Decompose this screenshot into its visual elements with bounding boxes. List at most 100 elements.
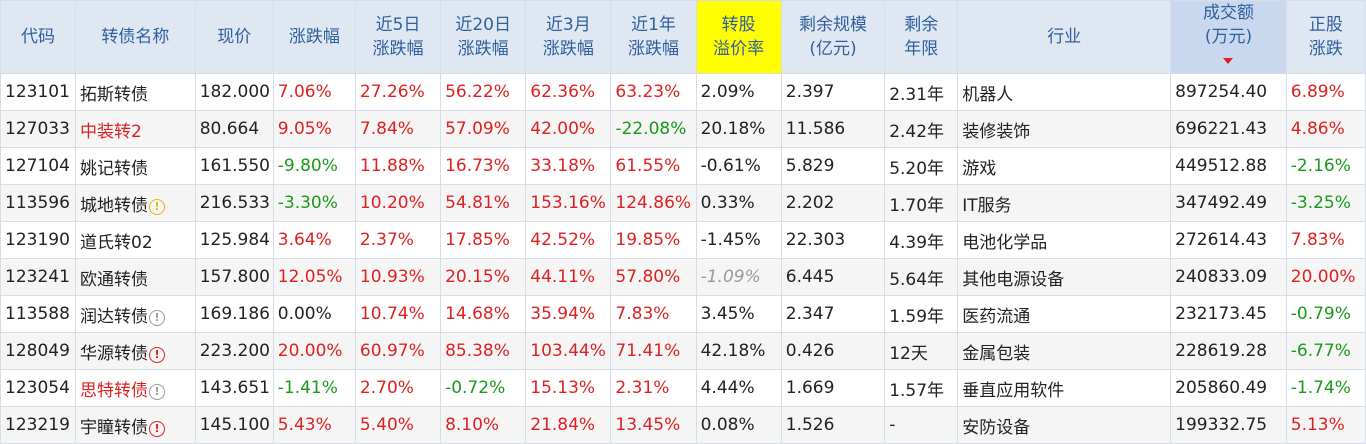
change-20d-text: 14.68% <box>445 304 510 324</box>
change-20d-cell: 17.85% <box>440 221 527 259</box>
industry-cell: IT服务 <box>957 184 1172 222</box>
change-text: 3.64% <box>277 230 332 250</box>
change-20d-text: 8.10% <box>445 415 500 435</box>
stock-change-text: 20.00% <box>1290 267 1356 287</box>
col-header-change-20d[interactable]: 近20日 涨跌幅 <box>440 0 527 74</box>
industry-text: 其他电源设备 <box>962 269 1065 290</box>
change-cell: 0.00% <box>272 295 356 333</box>
remaining-size-text: 0.426 <box>785 341 835 361</box>
bond-code-link[interactable]: 123190 <box>0 221 77 259</box>
remaining-years-cell: 4.39年 <box>884 221 959 259</box>
change-20d-text: 56.22% <box>445 82 510 102</box>
col-header-change-5d[interactable]: 近5日 涨跌幅 <box>354 0 442 74</box>
table-row[interactable]: 128049 华源转债! 223.200 20.00% 60.97% 85.38% 103.… <box>0 332 1366 370</box>
col-header-remaining-size[interactable]: 剩余规模 (亿元) <box>780 0 886 74</box>
price-cell: 216.533 <box>194 184 274 222</box>
col-header-stock-change[interactable]: 正股 涨跌 <box>1285 0 1366 74</box>
bond-code-link[interactable]: 127033 <box>0 110 77 148</box>
change-5d-text: 27.26% <box>359 82 425 102</box>
turnover-cell: 347492.49 <box>1170 184 1287 222</box>
bond-name-link[interactable]: 宇瞳转债! <box>75 406 196 444</box>
price-text: 157.800 <box>199 267 270 287</box>
price-cell: 145.100 <box>194 406 274 444</box>
stock-change-text: -6.77% <box>1290 341 1351 361</box>
bond-name-link[interactable]: 道氏转02 <box>75 221 196 259</box>
col-header-change-1y[interactable]: 近1年 涨跌幅 <box>610 0 697 74</box>
col-header-name[interactable]: 转债名称 <box>75 0 196 74</box>
bond-code-link[interactable]: 113596 <box>0 184 77 222</box>
change-20d-cell: 85.38% <box>440 332 527 370</box>
change-3m-text: 35.94% <box>530 304 596 324</box>
change-3m-cell: 44.11% <box>525 258 612 296</box>
turnover-cell: 272614.43 <box>1170 221 1287 259</box>
premium-text: 4.44% <box>700 378 755 398</box>
bond-name-link[interactable]: 欧通转债 <box>75 258 196 296</box>
bond-code-link[interactable]: 127104 <box>0 147 77 185</box>
remaining-size-cell: 5.829 <box>780 147 886 185</box>
turnover-text: 199332.75 <box>1175 415 1268 435</box>
table-row[interactable]: 123241 欧通转债 157.800 12.05% 10.93% 20.15% 44.11… <box>0 258 1366 296</box>
premium-cell: 0.33% <box>695 184 782 222</box>
industry-cell: 电池化学品 <box>957 221 1172 259</box>
table-row[interactable]: 113596 城地转债! 216.533 -3.30% 10.20% 54.81% 153.… <box>0 184 1366 222</box>
bond-name-link[interactable]: 拓斯转债 <box>75 73 196 111</box>
change-text: 9.05% <box>277 119 332 139</box>
warning-red-icon[interactable]: ! <box>149 346 166 363</box>
bond-name-link[interactable]: 城地转债! <box>75 184 196 222</box>
change-text: 20.00% <box>277 341 343 361</box>
table-row[interactable]: 123219 宇瞳转债! 145.100 5.43% 5.40% 8.10% 21.84% 1… <box>0 406 1366 444</box>
bond-code-link[interactable]: 123101 <box>0 73 77 111</box>
bond-name-link[interactable]: 润达转债! <box>75 295 196 333</box>
change-text: 5.43% <box>277 415 332 435</box>
sort-desc-icon <box>1223 58 1234 64</box>
change-5d-cell: 10.93% <box>354 258 442 296</box>
change-5d-text: 7.84% <box>359 119 414 139</box>
col-header-change[interactable]: 涨跌幅 <box>272 0 356 74</box>
change-20d-cell: 20.15% <box>440 258 527 296</box>
warning-yellow-icon[interactable]: ! <box>149 198 166 215</box>
bond-code-link[interactable]: 113588 <box>0 295 77 333</box>
remaining-years-text: 1.57年 <box>889 380 945 401</box>
change-5d-text: 10.20% <box>359 193 425 213</box>
table-row[interactable]: 123101 拓斯转债 182.000 7.06% 27.26% 56.22% 62.36%… <box>0 73 1366 111</box>
warning-red-icon[interactable]: ! <box>149 420 166 437</box>
col-header-change-3m[interactable]: 近3月 涨跌幅 <box>525 0 612 74</box>
table-row[interactable]: 127104 姚记转债 161.550 -9.80% 11.88% 16.73% 33.18… <box>0 147 1366 185</box>
table-row[interactable]: 123054 思特转债! 143.651 -1.41% 2.70% -0.72% 15.13… <box>0 369 1366 407</box>
col-header-code[interactable]: 代码 <box>0 0 77 74</box>
col-header-industry[interactable]: 行业 <box>957 0 1172 74</box>
remaining-size-text: 6.445 <box>785 267 835 287</box>
info-gray-icon[interactable]: ! <box>149 383 166 400</box>
col-header-turnover[interactable]: 成交额 (万元) <box>1170 0 1287 74</box>
change-1y-text: 13.45% <box>615 415 681 435</box>
info-gray-icon[interactable]: ! <box>149 309 166 326</box>
bond-name-link[interactable]: 中装转2 <box>75 110 196 148</box>
industry-text: 游戏 <box>962 158 997 179</box>
industry-text: 装修装饰 <box>962 121 1031 142</box>
table-row[interactable]: 113588 润达转债! 169.186 0.00% 10.74% 14.68% 35.94… <box>0 295 1366 333</box>
turnover-cell: 449512.88 <box>1170 147 1287 185</box>
table-row[interactable]: 123190 道氏转02 125.984 3.64% 2.37% 17.85% 42.52%… <box>0 221 1366 259</box>
change-text: 12.05% <box>277 267 343 287</box>
bond-code-link[interactable]: 123241 <box>0 258 77 296</box>
bond-name-link[interactable]: 思特转债! <box>75 369 196 407</box>
table-row[interactable]: 127033 中装转2 80.664 9.05% 7.84% 57.09% 42.00% -2… <box>0 110 1366 148</box>
bond-code-link[interactable]: 123219 <box>0 406 77 444</box>
turnover-cell: 696221.43 <box>1170 110 1287 148</box>
turnover-cell: 199332.75 <box>1170 406 1287 444</box>
stock-change-text: 6.89% <box>1290 82 1345 102</box>
industry-text: IT服务 <box>962 195 1012 216</box>
col-header-remaining-years[interactable]: 剩余 年限 <box>884 0 959 74</box>
premium-cell: 3.45% <box>695 295 782 333</box>
col-header-premium[interactable]: 转股 溢价率 <box>695 0 782 74</box>
premium-cell: 20.18% <box>695 110 782 148</box>
col-header-price[interactable]: 现价 <box>194 0 274 74</box>
remaining-years-cell: - <box>884 406 959 444</box>
bond-code-link[interactable]: 123054 <box>0 369 77 407</box>
bond-name-link[interactable]: 姚记转债 <box>75 147 196 185</box>
turnover-cell: 228619.28 <box>1170 332 1287 370</box>
remaining-years-text: 5.20年 <box>889 158 945 179</box>
bond-name-link[interactable]: 华源转债! <box>75 332 196 370</box>
bond-code-link[interactable]: 128049 <box>0 332 77 370</box>
